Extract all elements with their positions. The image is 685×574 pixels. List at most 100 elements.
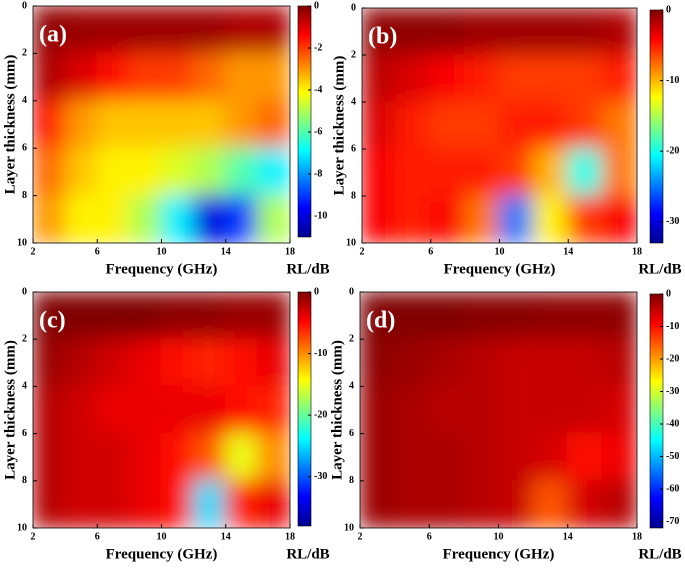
- y-tick-label: 10: [17, 522, 27, 533]
- y-tick-label: 0: [349, 286, 354, 297]
- heatmap-cell: [429, 195, 467, 243]
- x-axis-label: Frequency (GHz): [106, 546, 218, 562]
- heatmap-cell: [532, 385, 569, 435]
- colorbar-tick-label: -2: [314, 42, 322, 53]
- colorbar-label: RL/dB: [286, 261, 329, 277]
- heatmap-cell: [128, 479, 163, 528]
- heatmap-cell: [601, 54, 637, 103]
- heatmap-cell: [566, 292, 604, 341]
- heatmap-cell: [96, 6, 131, 55]
- heatmap-cell: [33, 52, 67, 102]
- heatmap-cell: [160, 338, 195, 388]
- heatmap-cell: [33, 194, 67, 243]
- colorbar-tick-label: 0: [666, 4, 671, 15]
- heatmap-cells: [360, 292, 637, 528]
- colorbar: [297, 291, 312, 527]
- y-tick-label: 8: [349, 475, 354, 486]
- heatmap-cell: [532, 338, 569, 388]
- x-tick-label: 2: [31, 246, 36, 257]
- heatmap-cell: [464, 54, 501, 103]
- heatmap-cell: [33, 99, 67, 150]
- panel: 2 6 10 14 18 0 2 4 6 8 10 Frequency (GHz) Layer thic…: [2, 286, 329, 562]
- x-tick-label: 10: [157, 531, 167, 542]
- heatmap-cell: [601, 338, 637, 388]
- x-tick-label: 18: [285, 246, 295, 257]
- heatmap-cell: [362, 54, 398, 103]
- heatmap-cell: [96, 479, 131, 528]
- heatmap-area: [33, 292, 290, 528]
- heatmap-cell: [256, 147, 290, 197]
- heatmap-cell: [256, 479, 290, 528]
- colorbar-tick-label: -60: [666, 483, 679, 494]
- panel: 2 6 10 14 18 0 2 4 6 8 10 Frequency (GHz) Layer thic…: [331, 2, 681, 277]
- colorbar-tick-label: 0: [666, 288, 671, 299]
- y-tick-label: 4: [22, 381, 27, 392]
- heatmap-cell: [532, 148, 570, 197]
- x-tick-label: 10: [495, 246, 505, 257]
- x-tick-label: 6: [427, 531, 432, 542]
- heatmap-cell: [96, 52, 131, 102]
- heatmap-cell: [498, 54, 535, 103]
- x-tick-label: 6: [428, 246, 433, 257]
- heatmap-cell: [498, 195, 535, 243]
- colorbar-tick-label: -40: [666, 418, 679, 429]
- heatmap-cell: [96, 194, 131, 243]
- heatmap-cell: [256, 6, 290, 55]
- heatmap-cell: [362, 148, 398, 197]
- y-tick-label: 6: [351, 143, 356, 154]
- heatmap-cell: [192, 479, 227, 528]
- heatmap-cell: [462, 292, 500, 341]
- heatmap-cell: [360, 385, 396, 435]
- y-tick-label: 0: [351, 2, 356, 13]
- x-tick-label: 14: [563, 531, 573, 542]
- x-tick-label: 2: [360, 246, 365, 257]
- panel-label: (d): [366, 308, 395, 334]
- heatmap-cell: [192, 6, 227, 55]
- panel: 2 6 10 14 18 0 2 4 6 8 10 Frequency (GHz) Layer thic…: [2, 0, 329, 277]
- heatmap-cell: [532, 54, 570, 103]
- y-axis-label: Layer thickness (mm): [329, 340, 345, 480]
- heatmap-cell: [497, 292, 535, 341]
- heatmap-cell: [160, 292, 195, 341]
- heatmap-cell: [395, 195, 432, 243]
- heatmap-cell: [360, 338, 396, 388]
- heatmap-cell: [64, 147, 99, 197]
- heatmap-cell: [462, 432, 500, 482]
- y-tick-label: 2: [349, 333, 354, 344]
- heatmap-cell: [64, 338, 99, 388]
- heatmap-cell: [360, 479, 396, 528]
- y-axis-label: Layer thickness (mm): [331, 56, 347, 196]
- heatmap-cell: [428, 432, 465, 482]
- y-tick-label: 4: [22, 95, 27, 106]
- heatmap-cell: [395, 148, 432, 197]
- heatmap-cell: [192, 99, 227, 150]
- heatmap-cell: [33, 479, 67, 528]
- heatmap-cell: [362, 195, 398, 243]
- y-tick-label: 10: [344, 522, 354, 533]
- colorbar-tick-label: -6: [314, 126, 322, 137]
- colorbar-label: RL/dB: [286, 546, 329, 562]
- heatmap-cell: [393, 432, 431, 482]
- x-tick-label: 18: [285, 531, 295, 542]
- heatmap-cell: [128, 52, 163, 102]
- heatmap-cell: [192, 147, 227, 197]
- panel-label: (c): [39, 308, 66, 334]
- colorbar-tick-label: -20: [666, 146, 679, 157]
- heatmap-cell: [566, 338, 604, 388]
- heatmap-cell: [192, 432, 227, 482]
- heatmap-cell: [428, 338, 465, 388]
- heatmap-cell: [192, 52, 227, 102]
- x-axis-label: Frequency (GHz): [106, 261, 218, 277]
- heatmap-cell: [567, 148, 604, 197]
- heatmap-cell: [395, 101, 432, 150]
- y-tick-label: 2: [22, 48, 27, 59]
- heatmap-cell: [601, 8, 637, 56]
- heatmap-cell: [224, 292, 259, 341]
- heatmap-cell: [64, 52, 99, 102]
- colorbar-label: RL/dB: [638, 261, 681, 277]
- heatmap-cell: [96, 99, 131, 150]
- heatmap-cell: [532, 479, 569, 528]
- colorbar: [649, 293, 664, 529]
- colorbar-tick-label: -8: [314, 168, 322, 179]
- colorbar-tick-label: -70: [666, 516, 679, 527]
